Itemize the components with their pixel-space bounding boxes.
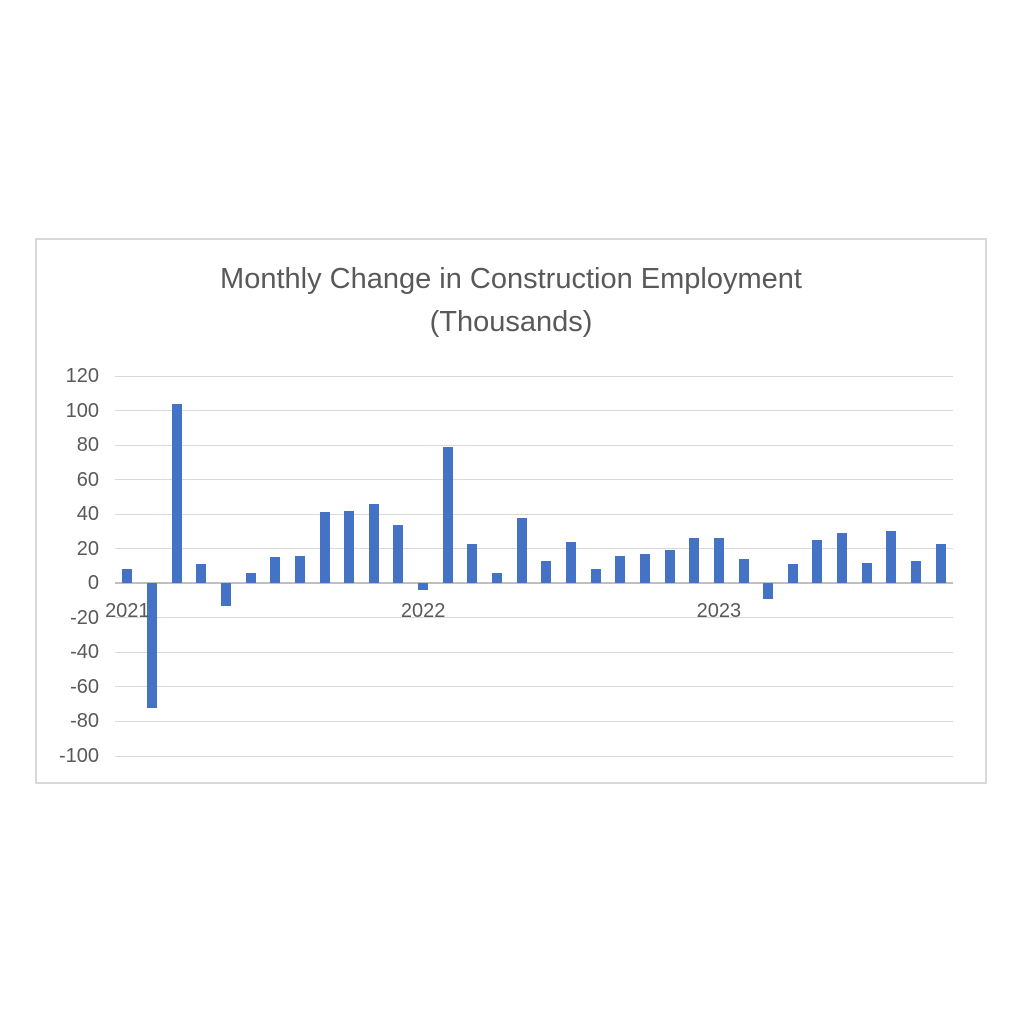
bar-mar-2021 — [171, 403, 182, 584]
bar-oct-2021 — [344, 510, 355, 584]
y-axis-label--20: -20 — [70, 606, 99, 629]
gridline--80 — [115, 720, 953, 722]
bar-apr-2023 — [787, 564, 798, 584]
x-axis-label-2023: 2023 — [696, 600, 742, 623]
y-axis-label-40: 40 — [76, 503, 99, 526]
bar-jan-2022 — [418, 583, 429, 591]
chart-container: Monthly Change in Construction Employmen… — [35, 238, 987, 784]
y-axis-label--100: -100 — [58, 745, 99, 767]
y-axis-label-80: 80 — [76, 434, 99, 457]
y-axis-label--60: -60 — [70, 675, 99, 698]
bar-feb-2021 — [146, 583, 157, 708]
y-axis-label-60: 60 — [76, 468, 99, 491]
y-axis-label-120: 120 — [65, 365, 99, 387]
zero-axis-line — [115, 582, 953, 585]
bar-may-2023 — [812, 540, 823, 584]
gridline--40 — [115, 651, 953, 653]
bar-aug-2021 — [294, 555, 305, 584]
bar-jan-2021 — [122, 569, 133, 584]
bar-oct-2023 — [935, 543, 946, 584]
bar-sep-2021 — [319, 512, 330, 584]
x-axis-label-2021: 2021 — [105, 600, 150, 623]
bar-may-2022 — [516, 517, 527, 584]
bar-jun-2022 — [541, 560, 552, 584]
bar-feb-2023 — [738, 559, 749, 584]
bar-sep-2022 — [615, 555, 626, 584]
bar-jun-2021 — [245, 572, 256, 584]
bar-aug-2022 — [590, 569, 601, 584]
bar-jul-2021 — [270, 557, 281, 584]
bar-aug-2023 — [886, 531, 897, 584]
chart-title: Monthly Change in Construction Employmen… — [37, 258, 985, 344]
chart-title-line2: (Thousands) — [429, 306, 593, 338]
gridline--60 — [115, 686, 953, 688]
bar-oct-2022 — [639, 553, 650, 584]
plot-area: 120 100 80 60 40 20 0 -20 -40 -60 -80 -100 2021 2022 2… — [59, 365, 953, 767]
bar-nov-2021 — [368, 503, 379, 584]
y-axis-label--80: -80 — [70, 710, 99, 733]
bar-feb-2022 — [442, 446, 453, 584]
gridline--20 — [115, 617, 953, 619]
bar-mar-2022 — [467, 543, 478, 584]
y-axis-label-0: 0 — [87, 572, 99, 595]
y-axis-label-100: 100 — [65, 399, 99, 422]
gridline-40 — [115, 513, 953, 515]
bar-dec-2022 — [689, 538, 700, 584]
bar-jun-2023 — [837, 533, 848, 584]
bar-mar-2023 — [763, 583, 774, 599]
bar-sep-2023 — [911, 560, 922, 584]
bar-jan-2023 — [713, 538, 724, 584]
gridline-20 — [115, 548, 953, 550]
bar-apr-2022 — [492, 572, 503, 584]
chart-title-line1: Monthly Change in Construction Employmen… — [220, 263, 802, 295]
bar-nov-2022 — [664, 550, 675, 584]
gridline-80 — [115, 444, 953, 446]
x-axis-label-2022: 2022 — [400, 600, 446, 623]
bar-dec-2021 — [393, 524, 404, 584]
gridline-60 — [115, 479, 953, 481]
y-axis-label--40: -40 — [70, 641, 99, 664]
bar-jul-2023 — [861, 562, 872, 584]
gridline-120 — [115, 375, 953, 377]
gridline-100 — [115, 410, 953, 412]
gridline--100 — [115, 755, 953, 757]
y-axis-label-20: 20 — [76, 537, 99, 560]
bar-may-2021 — [220, 583, 231, 606]
bar-jul-2022 — [565, 541, 576, 584]
bar-apr-2021 — [196, 564, 207, 584]
